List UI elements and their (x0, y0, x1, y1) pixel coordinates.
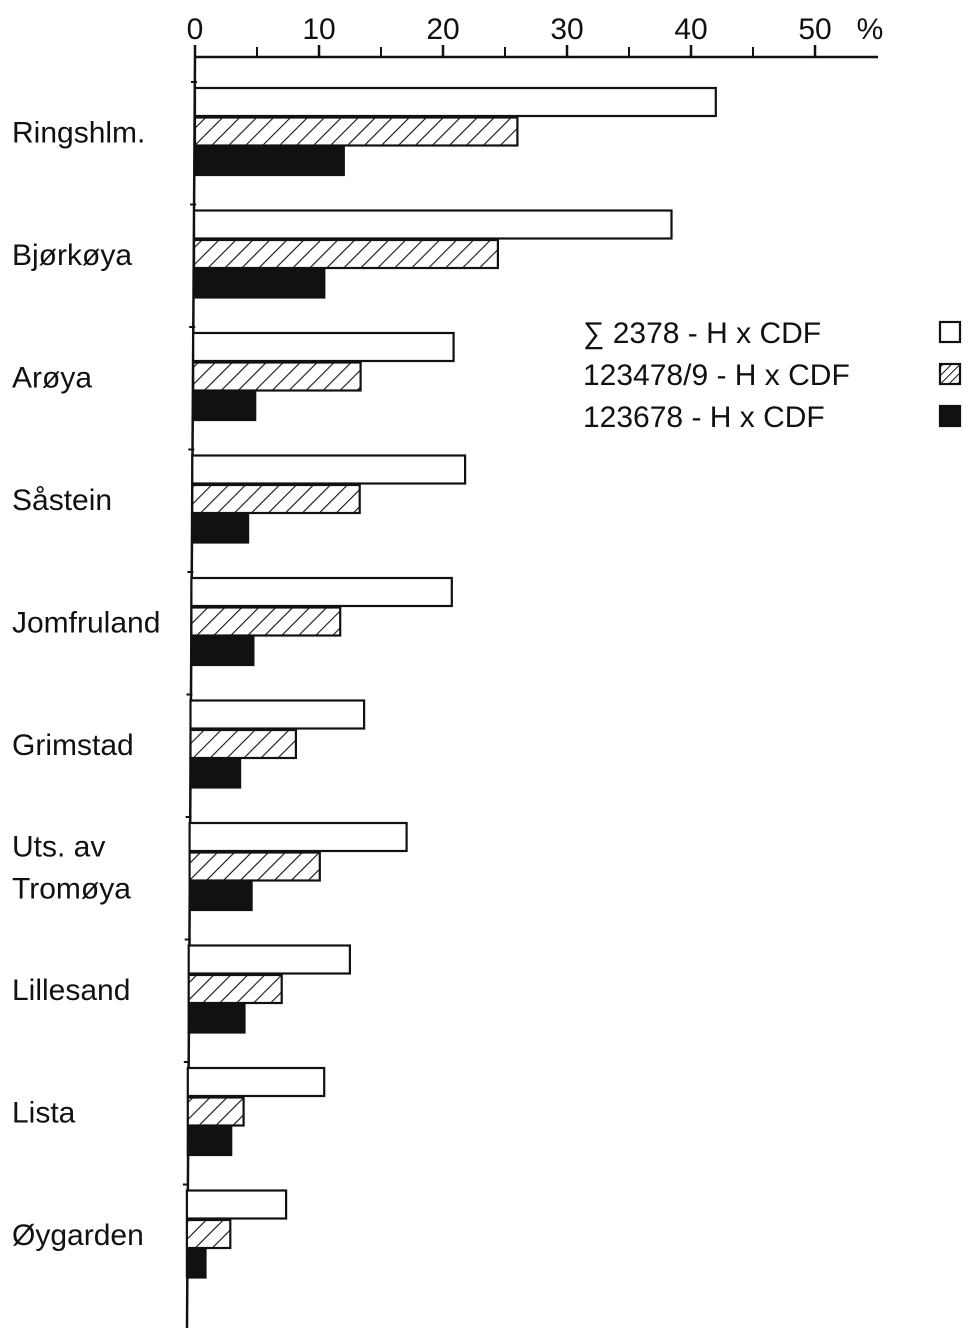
bar-hatched (190, 606, 342, 637)
bar-solid (185, 1248, 207, 1279)
bar-hatched (188, 851, 321, 882)
x-tick-label: 30 (550, 13, 583, 46)
x-tick-label: 20 (426, 13, 459, 46)
bar-solid (192, 390, 257, 422)
bar-open (192, 331, 455, 363)
bar-hatched (191, 483, 361, 515)
bar-open (187, 944, 351, 975)
bar-hatched (192, 361, 362, 392)
bar-open (193, 209, 673, 240)
category-label: Lillesand (12, 974, 130, 1007)
bar-solid (187, 1003, 246, 1034)
bar-solid (193, 145, 345, 177)
bar-hatched (187, 973, 283, 1005)
category-label: Øygarden (12, 1219, 144, 1252)
category-label: Bjørkøya (12, 239, 132, 272)
category-label: Grimstad (12, 729, 134, 762)
category-label: Ringshlm. (12, 117, 145, 150)
category-label: Arøya (12, 362, 92, 395)
category-label: Såstein (12, 484, 112, 517)
x-tick-label: 0 (187, 13, 204, 46)
bars (185, 86, 717, 1279)
bar-open (190, 576, 453, 608)
bar-solid (191, 513, 250, 544)
legend-swatch-hatched (938, 362, 962, 386)
bar-open (186, 1066, 326, 1098)
bar-hatched (193, 116, 519, 147)
bar-solid (188, 880, 253, 912)
bar-open (193, 86, 717, 118)
category-label: Jomfruland (12, 607, 160, 640)
bar-hatched (189, 728, 298, 760)
category-label: Lista (12, 1097, 76, 1130)
bar-open (189, 699, 366, 730)
legend: ∑ 2378 - H x CDF 123478/9 - H x CDF 123678… (583, 317, 962, 434)
legend-label: ∑ 2378 - H x CDF (583, 317, 821, 350)
bar-solid (189, 758, 242, 789)
bar-solid (186, 1125, 233, 1157)
x-tick-label: 10 (302, 13, 335, 46)
x-tick-label: 50 (798, 13, 831, 46)
bar-open (188, 821, 408, 853)
bar-open (191, 454, 467, 485)
category-label: Uts. av (12, 831, 105, 864)
x-unit-label: % (857, 13, 884, 46)
bar-solid (193, 268, 326, 299)
legend-label: 123678 - H x CDF (583, 401, 825, 434)
legend-swatch-open (938, 320, 962, 344)
legend-swatch-solid (938, 404, 962, 428)
x-tick-label: 40 (674, 13, 707, 46)
legend-label: 123478/9 - H x CDF (583, 359, 850, 392)
category-label: Tromøya (12, 873, 131, 906)
bar-hatched (193, 238, 499, 270)
bar-hatched (185, 1218, 232, 1250)
bar-hatched (186, 1096, 245, 1127)
category-labels: Ringshlm. Bjørkøya Arøya Såstein Jomfruland G… (12, 117, 160, 1253)
bar-open (185, 1189, 288, 1220)
bar-solid (190, 635, 255, 667)
